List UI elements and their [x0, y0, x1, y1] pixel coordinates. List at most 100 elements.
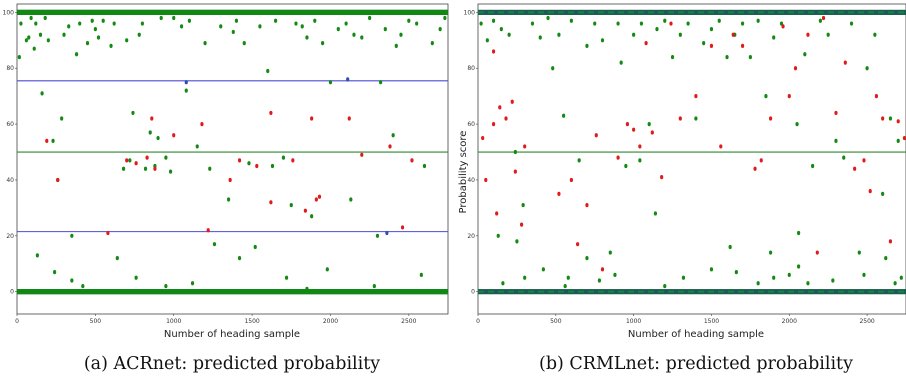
point-correct-a [237, 256, 242, 261]
point-correct-a [32, 46, 36, 51]
point-wrong-a [310, 116, 314, 121]
point-correct-b [772, 275, 776, 280]
point-wrong-b [709, 43, 714, 48]
point-wrong-b [625, 121, 630, 127]
point-correct-b [608, 250, 612, 255]
x-tick-label-a: 2500 [401, 318, 416, 325]
point-correct-a [391, 133, 395, 138]
y-tick-label-a: 60 [6, 121, 14, 128]
y-tick-label-a: 100 [3, 9, 15, 16]
point-correct-a [148, 130, 152, 135]
point-wrong-b [519, 222, 524, 227]
point-wrong-b [576, 242, 580, 247]
point-wrong-a [347, 116, 351, 121]
point-correct-b [881, 191, 885, 197]
point-correct-b [585, 43, 589, 48]
point-correct-a [419, 272, 423, 278]
panel-acrnet: 0 500 1000 1500 2000 2500 0 20 40 60 80 100 [3, 3, 449, 325]
point-wrong-b [510, 99, 514, 104]
point-correct-a [253, 244, 257, 250]
point-wrong-b [834, 110, 838, 116]
point-correct-a [407, 18, 411, 23]
point-correct-a [212, 242, 217, 247]
point-wrong-a [291, 158, 295, 163]
point-wrong-a [269, 200, 273, 205]
point-wrong-b [632, 127, 636, 132]
point-correct-b [562, 113, 566, 118]
point-wrong-a [388, 144, 392, 149]
point-correct-a [203, 40, 207, 46]
plot-frame-b [477, 3, 906, 315]
point-correct-b [616, 21, 620, 26]
point-correct-b [663, 18, 667, 23]
point-correct-a [305, 286, 309, 291]
point-correct-a [226, 197, 231, 202]
point-wrong-a [255, 163, 259, 169]
point-wrong-b [644, 40, 648, 46]
point-correct-a [125, 38, 129, 43]
point-wrong-b [793, 66, 798, 71]
point-wrong-a [360, 152, 364, 157]
point-correct-b [600, 38, 605, 43]
point-wrong-b [498, 105, 502, 110]
y-tick-label-a: 40 [6, 177, 14, 184]
point-wrong-a [317, 194, 322, 199]
point-correct-b [862, 272, 866, 278]
point-correct-b [772, 35, 776, 40]
point-correct-b [756, 281, 760, 286]
dense-band-overlay-a-0 [17, 9, 448, 15]
point-wrong-b [669, 21, 673, 26]
point-wrong-b [874, 94, 879, 99]
point-correct-b [884, 256, 888, 261]
point-correct-a [313, 18, 317, 23]
point-correct-a [78, 21, 82, 26]
point-correct-a [46, 38, 50, 43]
point-wrong-a [206, 228, 210, 233]
point-correct-a [53, 270, 57, 275]
point-wrong-b [491, 121, 496, 127]
point-correct-b [818, 18, 823, 23]
point-correct-a [74, 52, 79, 57]
point-correct-b [597, 278, 601, 283]
point-correct-b [734, 270, 738, 275]
point-correct-b [563, 283, 567, 289]
point-wrong-a [269, 110, 273, 116]
point-correct-a [35, 253, 39, 258]
point-correct-a [24, 38, 29, 43]
point-correct-b [647, 121, 651, 127]
y-tick-label-b: 20 [467, 233, 475, 240]
point-correct-b [865, 66, 869, 71]
point-correct-a [394, 43, 398, 48]
point-wrong-b [843, 60, 847, 65]
point-wrong-b [719, 144, 723, 149]
point-wrong-b [888, 239, 893, 244]
point-correct-b [811, 163, 815, 169]
point-correct-a [266, 68, 270, 74]
point-correct-b [768, 250, 773, 255]
point-wrong-a [134, 161, 138, 166]
point-wrong-b [821, 15, 826, 21]
point-wrong-b [569, 177, 573, 183]
point-correct-b [613, 272, 617, 278]
point-correct-b [485, 38, 489, 43]
point-correct-a [305, 35, 309, 40]
point-wrong-a [410, 158, 414, 163]
point-correct-b [896, 138, 900, 143]
point-correct-b [764, 94, 768, 99]
point-correct-a [258, 24, 262, 29]
point-correct-b [857, 250, 861, 255]
point-correct-a [168, 169, 173, 174]
point-correct-a [131, 110, 135, 116]
point-correct-a [208, 166, 212, 171]
point-wrong-a [45, 138, 49, 143]
point-marker-a [184, 80, 188, 85]
point-correct-b [569, 18, 573, 23]
point-correct-a [438, 27, 442, 32]
point-correct-a [34, 21, 38, 26]
point-wrong-b [781, 24, 785, 29]
point-correct-a [219, 24, 223, 29]
point-correct-b [663, 283, 667, 289]
point-correct-b [521, 202, 525, 208]
point-correct-b [893, 281, 897, 286]
x-axis-label-a: Number of heading sample [164, 329, 300, 340]
